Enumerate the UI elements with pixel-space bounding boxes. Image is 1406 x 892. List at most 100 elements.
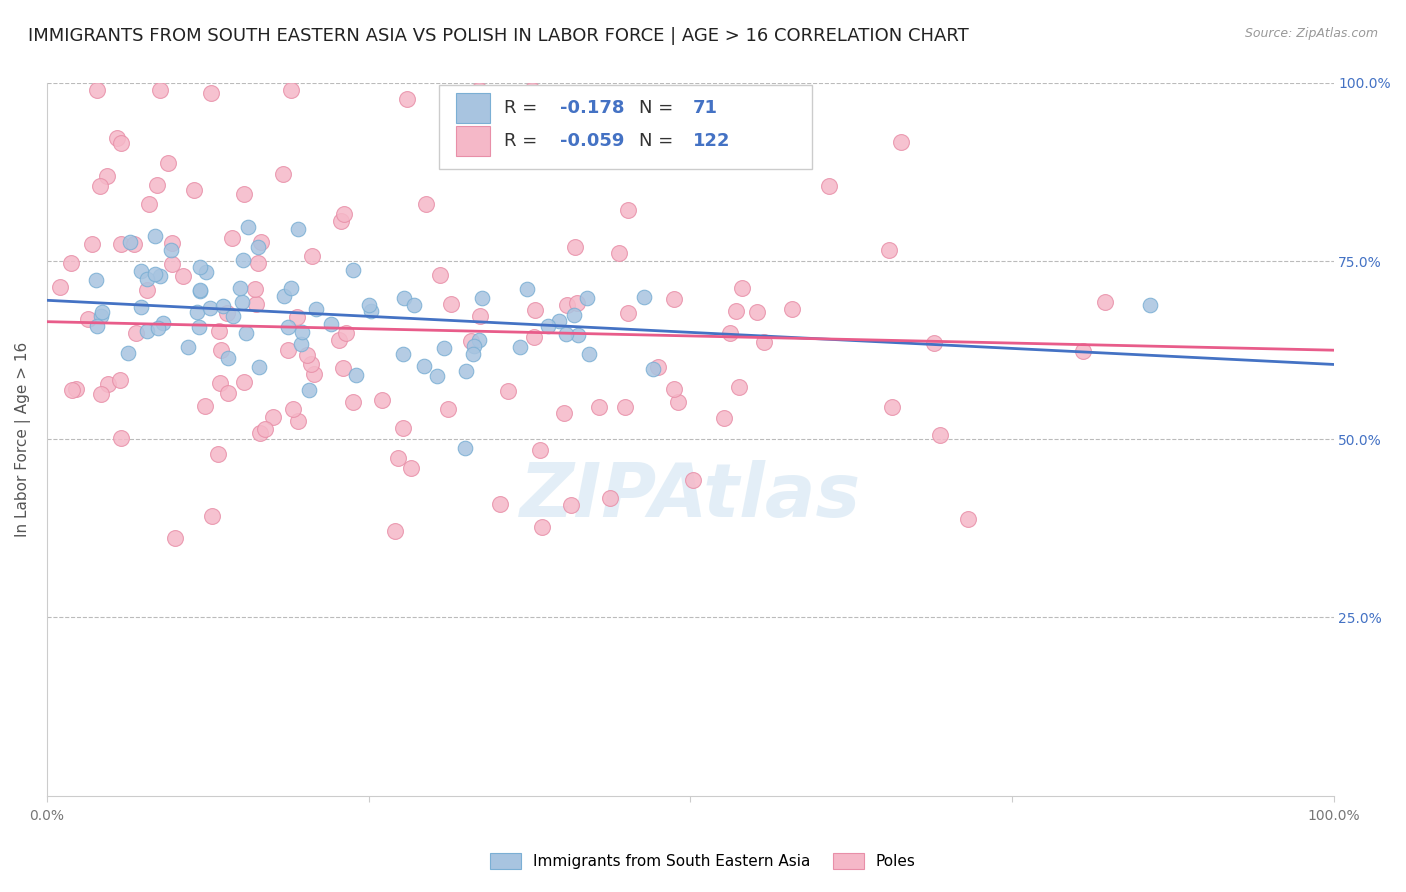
Y-axis label: In Labor Force | Age > 16: In Labor Force | Age > 16 (15, 342, 31, 537)
Point (194, 265, 217, 279)
Point (396, 92, 419, 106)
Point (666, 395, 689, 409)
Point (567, 327, 589, 342)
Point (82, 237, 104, 252)
Text: N =: N = (638, 132, 679, 150)
Point (957, 512, 980, 526)
Point (754, 334, 776, 349)
Point (818, 179, 841, 194)
Point (1071, 343, 1094, 358)
Point (120, 235, 142, 250)
Legend: Immigrants from South Eastern Asia, Poles: Immigrants from South Eastern Asia, Pole… (484, 847, 922, 875)
Point (217, 306, 239, 320)
Point (614, 400, 637, 414)
Text: R =: R = (503, 132, 543, 150)
Point (188, 284, 211, 298)
Point (280, 83, 302, 97)
Point (135, 324, 157, 338)
Point (599, 491, 621, 505)
Point (460, 334, 482, 348)
Point (662, 292, 685, 306)
Point (177, 341, 200, 355)
Point (617, 306, 640, 320)
Point (509, 340, 531, 354)
Point (565, 296, 588, 310)
Point (468, 334, 491, 348)
Point (489, 138, 512, 153)
Point (254, 422, 277, 436)
Point (335, 326, 357, 340)
Point (60, 256, 83, 270)
Point (575, 291, 598, 305)
Point (232, 186, 254, 201)
Point (105, 130, 128, 145)
Point (1139, 298, 1161, 312)
Point (233, 375, 256, 389)
Point (262, 409, 284, 424)
Point (523, 302, 546, 317)
Point (131, 301, 153, 315)
Point (122, 237, 145, 252)
Point (188, 283, 211, 297)
Point (247, 240, 270, 254)
Point (780, 302, 803, 317)
Point (562, 308, 585, 322)
Point (285, 310, 308, 324)
Point (607, 246, 630, 260)
Text: -0.059: -0.059 (561, 132, 624, 150)
Point (186, 305, 208, 319)
Point (291, 326, 314, 340)
Point (243, 282, 266, 296)
Point (578, 347, 600, 361)
Point (922, 336, 945, 351)
Point (49, 280, 72, 294)
Point (129, 264, 152, 278)
Point (86, 83, 108, 97)
Point (145, 178, 167, 193)
Point (212, 299, 235, 313)
Point (392, 291, 415, 305)
Point (148, 321, 170, 335)
Point (877, 243, 900, 257)
Point (329, 214, 352, 228)
Point (201, 508, 224, 523)
Point (555, 298, 578, 312)
Point (283, 401, 305, 416)
Point (717, 127, 740, 141)
Point (537, 319, 560, 334)
Point (110, 136, 132, 150)
Point (489, 497, 512, 511)
Point (468, 83, 491, 97)
Text: R =: R = (503, 99, 543, 117)
Point (890, 135, 912, 149)
Point (553, 406, 575, 420)
Point (250, 235, 273, 249)
Point (387, 450, 409, 465)
Point (159, 243, 181, 257)
Point (319, 318, 342, 332)
Point (221, 231, 243, 245)
Point (217, 351, 239, 365)
Point (280, 281, 302, 295)
Point (96, 169, 118, 183)
Point (682, 473, 704, 487)
Point (228, 281, 250, 295)
Point (86, 319, 108, 334)
Point (357, 298, 380, 312)
Point (440, 297, 463, 311)
Point (135, 272, 157, 286)
Point (471, 291, 494, 305)
Point (725, 304, 748, 318)
Point (135, 283, 157, 297)
Point (747, 305, 769, 319)
Point (554, 327, 576, 342)
Point (231, 295, 253, 310)
Point (519, 127, 541, 141)
Point (247, 256, 270, 270)
Text: N =: N = (638, 99, 679, 117)
Point (664, 383, 686, 397)
Point (60, 384, 83, 398)
Point (415, 196, 437, 211)
Point (217, 385, 239, 400)
Point (271, 168, 294, 182)
